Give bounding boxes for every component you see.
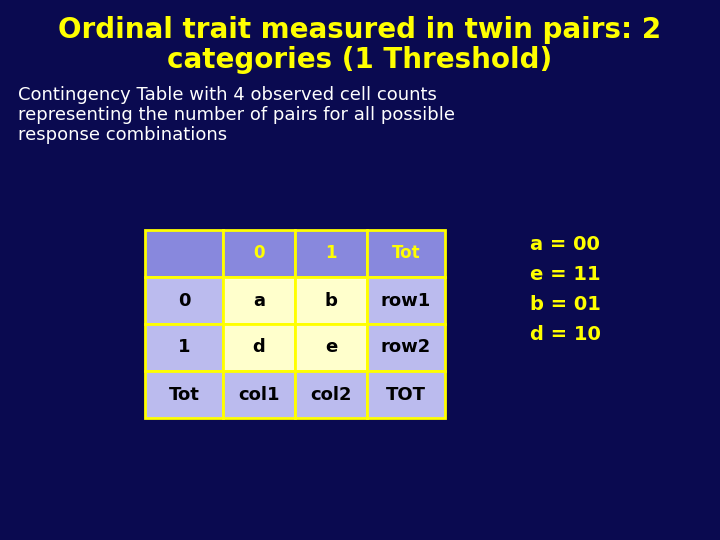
- Bar: [295, 324, 367, 371]
- Text: row1: row1: [381, 292, 431, 309]
- Text: col1: col1: [238, 386, 280, 403]
- Text: TOT: TOT: [386, 386, 426, 403]
- Bar: [367, 277, 445, 324]
- Text: Ordinal trait measured in twin pairs: 2: Ordinal trait measured in twin pairs: 2: [58, 16, 662, 44]
- Bar: [367, 324, 445, 371]
- Text: d = 10: d = 10: [530, 326, 601, 345]
- Bar: [223, 324, 295, 371]
- Bar: [295, 230, 367, 277]
- Bar: [295, 371, 367, 418]
- Text: a: a: [253, 292, 265, 309]
- Text: 1: 1: [178, 339, 190, 356]
- Text: col2: col2: [310, 386, 352, 403]
- Text: 0: 0: [178, 292, 190, 309]
- Text: Contingency Table with 4 observed cell counts: Contingency Table with 4 observed cell c…: [18, 86, 437, 104]
- Bar: [367, 230, 445, 277]
- Text: d: d: [253, 339, 266, 356]
- Text: e = 11: e = 11: [530, 266, 600, 285]
- Text: b = 01: b = 01: [530, 295, 601, 314]
- Text: 1: 1: [325, 245, 337, 262]
- Text: 0: 0: [253, 245, 265, 262]
- Bar: [145, 371, 223, 418]
- Text: row2: row2: [381, 339, 431, 356]
- Bar: [223, 371, 295, 418]
- Bar: [223, 277, 295, 324]
- Text: Tot: Tot: [392, 245, 420, 262]
- Text: representing the number of pairs for all possible: representing the number of pairs for all…: [18, 106, 455, 124]
- Text: Tot: Tot: [168, 386, 199, 403]
- Bar: [145, 277, 223, 324]
- Bar: [145, 230, 223, 277]
- Bar: [145, 324, 223, 371]
- Text: response combinations: response combinations: [18, 126, 227, 144]
- Text: b: b: [325, 292, 338, 309]
- Text: categories (1 Threshold): categories (1 Threshold): [167, 46, 553, 74]
- Text: e: e: [325, 339, 337, 356]
- Bar: [223, 230, 295, 277]
- Bar: [295, 277, 367, 324]
- Bar: [367, 371, 445, 418]
- Text: a = 00: a = 00: [530, 235, 600, 254]
